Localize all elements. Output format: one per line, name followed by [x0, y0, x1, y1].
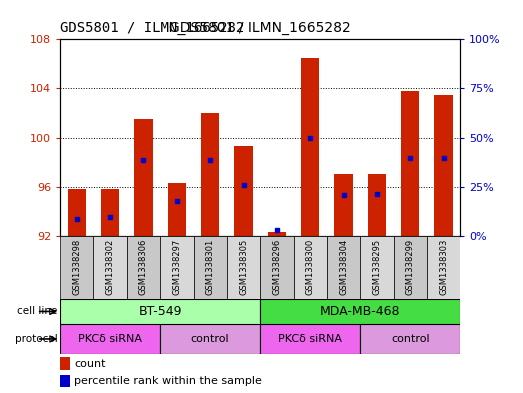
Text: PKCδ siRNA: PKCδ siRNA: [278, 334, 342, 344]
Bar: [60, 236, 94, 299]
Text: count: count: [74, 358, 106, 369]
Bar: [134, 119, 153, 236]
Bar: [234, 146, 253, 236]
Bar: [227, 236, 260, 299]
Bar: [160, 324, 260, 354]
Text: MDA-MB-468: MDA-MB-468: [320, 305, 401, 318]
Bar: [67, 189, 86, 236]
Bar: [60, 324, 160, 354]
Text: GSM1338305: GSM1338305: [239, 239, 248, 296]
Bar: [334, 174, 353, 236]
Bar: [60, 299, 260, 324]
Text: GSM1338295: GSM1338295: [372, 239, 381, 295]
Bar: [360, 236, 393, 299]
Bar: [368, 174, 386, 236]
Bar: [94, 236, 127, 299]
Text: control: control: [391, 334, 429, 344]
Bar: [435, 95, 453, 236]
Bar: [260, 299, 460, 324]
Text: PKCδ siRNA: PKCδ siRNA: [78, 334, 142, 344]
Bar: [301, 58, 320, 236]
Text: GSM1338303: GSM1338303: [439, 239, 448, 296]
Bar: [327, 236, 360, 299]
Bar: [168, 183, 186, 236]
Text: GSM1338300: GSM1338300: [306, 239, 315, 296]
Text: protocol: protocol: [15, 334, 58, 344]
Bar: [101, 189, 119, 236]
Bar: [394, 236, 427, 299]
Text: BT-549: BT-549: [139, 305, 182, 318]
Text: GSM1338306: GSM1338306: [139, 239, 148, 296]
Bar: [260, 236, 293, 299]
Text: GSM1338304: GSM1338304: [339, 239, 348, 296]
Bar: [360, 324, 460, 354]
Bar: [160, 236, 194, 299]
Bar: [60, 375, 70, 387]
Bar: [293, 236, 327, 299]
Bar: [268, 232, 286, 236]
Bar: [127, 236, 160, 299]
Bar: [201, 113, 219, 236]
Title: GDS5801 / ILMN_1665282: GDS5801 / ILMN_1665282: [169, 22, 351, 35]
Text: GSM1338301: GSM1338301: [206, 239, 214, 296]
Text: percentile rank within the sample: percentile rank within the sample: [74, 376, 262, 386]
Bar: [194, 236, 227, 299]
Text: GSM1338296: GSM1338296: [272, 239, 281, 296]
Text: control: control: [191, 334, 230, 344]
Text: GDS5801 / ILMN_1665282: GDS5801 / ILMN_1665282: [60, 22, 244, 35]
Bar: [260, 324, 360, 354]
Bar: [401, 91, 419, 236]
Text: GSM1338302: GSM1338302: [106, 239, 115, 296]
Text: GSM1338299: GSM1338299: [406, 239, 415, 295]
Text: GSM1338298: GSM1338298: [72, 239, 81, 296]
Bar: [60, 357, 70, 369]
Text: GSM1338297: GSM1338297: [173, 239, 181, 296]
Bar: [427, 236, 460, 299]
Text: cell line: cell line: [17, 307, 58, 316]
